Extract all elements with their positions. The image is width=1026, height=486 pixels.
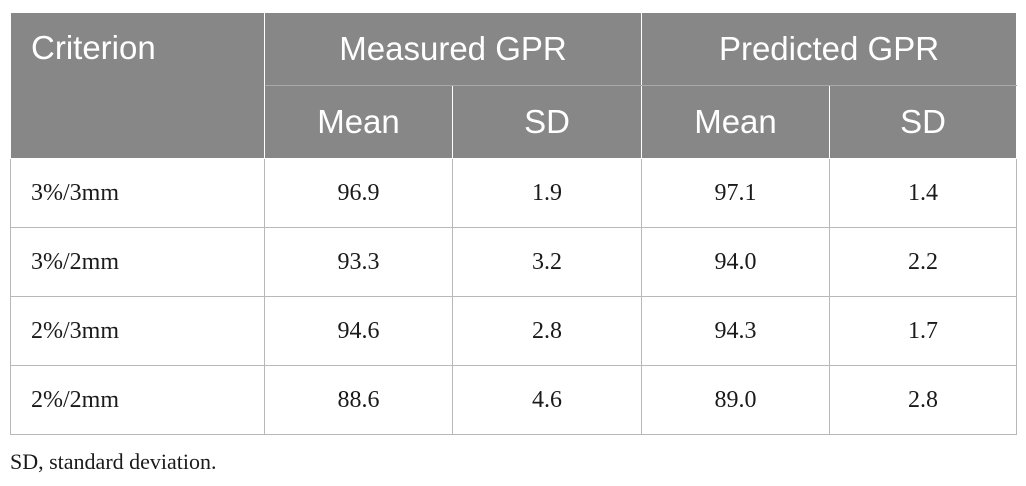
- cell-measured-sd: 1.9: [452, 158, 642, 228]
- table-container: Criterion Measured GPR Predicted GPR Mea…: [10, 12, 1017, 475]
- cell-criterion: 3%/2mm: [10, 227, 265, 297]
- table-row: 2%/2mm 88.6 4.6 89.0 2.8: [10, 365, 1017, 435]
- header-predicted-mean: Mean: [641, 85, 830, 159]
- cell-criterion: 2%/3mm: [10, 296, 265, 366]
- cell-measured-mean: 88.6: [264, 365, 453, 435]
- header-predicted-gpr: Predicted GPR: [641, 12, 1017, 86]
- cell-predicted-mean: 97.1: [641, 158, 830, 228]
- cell-predicted-sd: 1.7: [829, 296, 1017, 366]
- cell-measured-mean: 93.3: [264, 227, 453, 297]
- cell-predicted-mean: 89.0: [641, 365, 830, 435]
- table-row: 2%/3mm 94.6 2.8 94.3 1.7: [10, 296, 1017, 366]
- header-measured-mean: Mean: [264, 85, 453, 159]
- table-row: 3%/2mm 93.3 3.2 94.0 2.2: [10, 227, 1017, 297]
- header-row-subheaders: Mean SD Mean SD: [11, 85, 1017, 159]
- header-row-groups: Criterion Measured GPR Predicted GPR: [10, 12, 1017, 159]
- gpr-table: Criterion Measured GPR Predicted GPR Mea…: [10, 12, 1017, 435]
- cell-predicted-mean: 94.3: [641, 296, 830, 366]
- cell-predicted-sd: 2.2: [829, 227, 1017, 297]
- cell-predicted-mean: 94.0: [641, 227, 830, 297]
- cell-predicted-sd: 1.4: [829, 158, 1017, 228]
- header-predicted-sd: SD: [829, 85, 1017, 159]
- cell-criterion: 2%/2mm: [10, 365, 265, 435]
- cell-measured-mean: 94.6: [264, 296, 453, 366]
- table-row: 3%/3mm 96.9 1.9 97.1 1.4: [10, 158, 1017, 228]
- table-footnote: SD, standard deviation.: [10, 449, 217, 474]
- cell-measured-mean: 96.9: [264, 158, 453, 228]
- header-measured-sd: SD: [452, 85, 642, 159]
- cell-criterion: 3%/3mm: [10, 158, 265, 228]
- header-criterion: Criterion: [10, 12, 265, 159]
- cell-predicted-sd: 2.8: [829, 365, 1017, 435]
- cell-measured-sd: 4.6: [452, 365, 642, 435]
- cell-measured-sd: 3.2: [452, 227, 642, 297]
- table-header: Criterion Measured GPR Predicted GPR Mea…: [10, 12, 1017, 159]
- cell-measured-sd: 2.8: [452, 296, 642, 366]
- header-measured-gpr: Measured GPR: [264, 12, 642, 86]
- table-body: 3%/3mm 96.9 1.9 97.1 1.4 3%/2mm 93.3 3.2…: [10, 158, 1017, 435]
